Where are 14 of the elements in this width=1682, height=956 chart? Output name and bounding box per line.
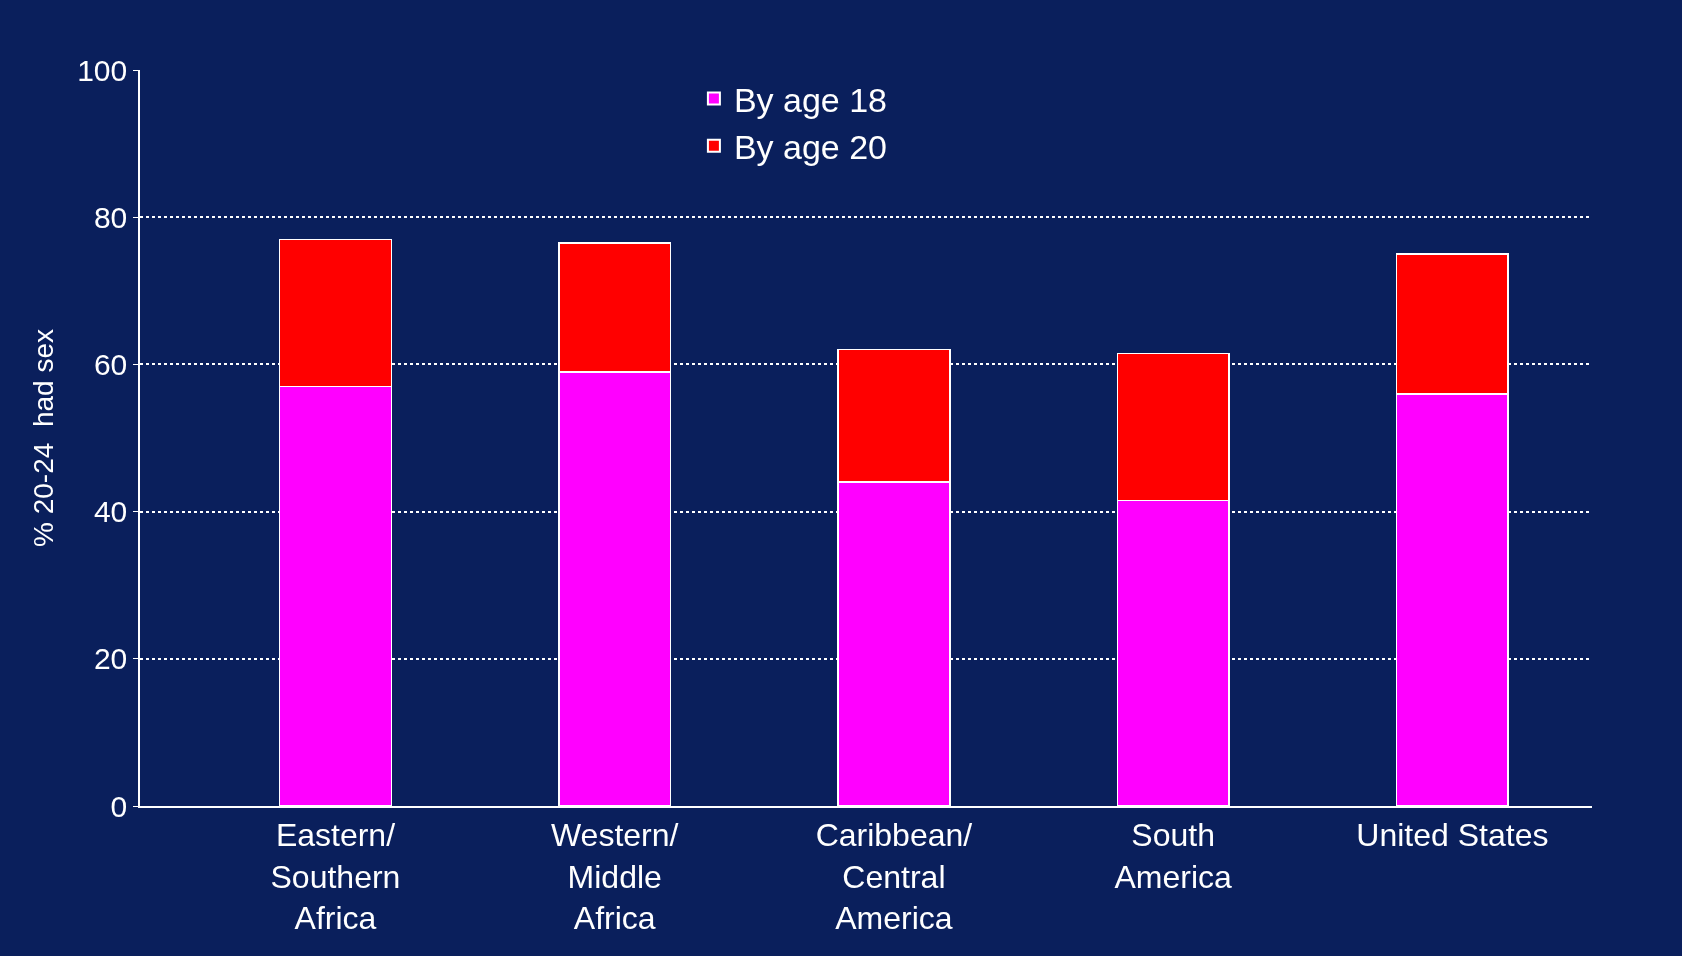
x-tick-label: South America (1114, 817, 1233, 895)
x-tick-label: Caribbean/ Central America (815, 817, 973, 937)
y-tick-label: 40 (93, 495, 128, 529)
legend-label: By age 18 (733, 80, 888, 119)
y-tick-label: 80 (93, 200, 128, 234)
x-tick-label: Eastern/ Southern Africa (270, 817, 401, 937)
x-tick-label: United States (1356, 817, 1549, 854)
y-axis-title: % 20-24 had sex (28, 329, 60, 547)
y-tick-label: 100 (77, 53, 128, 87)
y-tick-label: 20 (93, 642, 128, 676)
y-tick-label: 60 (93, 347, 128, 381)
x-tick-label: Western/ Middle Africa (550, 817, 679, 937)
legend-label: By age 20 (733, 128, 888, 167)
y-tick-label: 0 (110, 789, 128, 823)
